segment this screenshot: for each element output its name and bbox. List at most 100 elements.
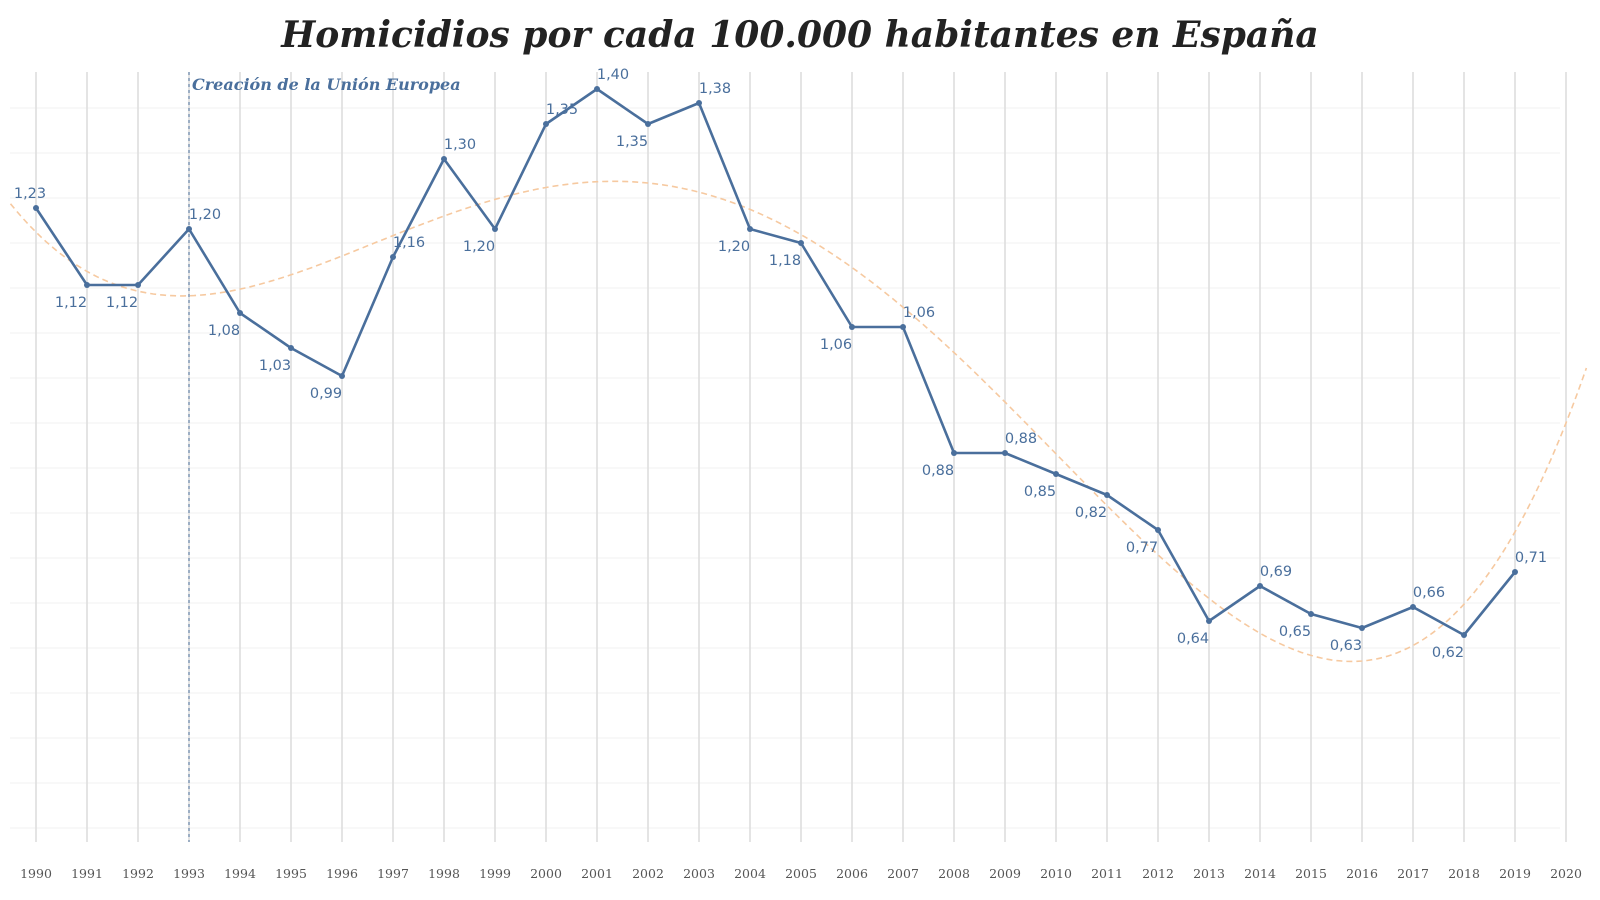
data-label: 1,12 <box>55 295 87 311</box>
x-tick-label: 2008 <box>938 866 970 881</box>
x-tick-label: 2011 <box>1091 866 1123 881</box>
data-point <box>594 86 600 92</box>
data-point <box>186 226 192 232</box>
data-label: 1,06 <box>820 337 852 353</box>
data-label: 1,18 <box>769 253 801 269</box>
data-label: 1,06 <box>903 305 935 321</box>
x-tick-label: 2009 <box>989 866 1021 881</box>
data-label: 1,38 <box>699 81 731 97</box>
x-tick-label: 2007 <box>887 866 919 881</box>
data-point <box>288 345 294 351</box>
data-label: 1,20 <box>718 239 750 255</box>
x-tick-label: 1993 <box>173 866 205 881</box>
x-tick-label: 1995 <box>275 866 307 881</box>
vertical-gridlines <box>35 72 1567 842</box>
x-tick-label: 1992 <box>122 866 154 881</box>
data-point <box>1206 618 1212 624</box>
data-label: 1,20 <box>463 239 495 255</box>
x-tick-label: 2017 <box>1397 866 1429 881</box>
data-label: 0,69 <box>1260 564 1292 580</box>
data-point <box>798 240 804 246</box>
data-point <box>1002 450 1008 456</box>
data-point <box>696 100 702 106</box>
data-point <box>390 254 396 260</box>
data-point <box>747 226 753 232</box>
x-tick-label: 2005 <box>785 866 817 881</box>
x-tick-label: 2006 <box>836 866 868 881</box>
data-label: 1,23 <box>14 186 46 202</box>
data-point <box>1359 625 1365 631</box>
data-point <box>492 226 498 232</box>
x-tick-label: 1996 <box>326 866 358 881</box>
data-point <box>951 450 957 456</box>
x-tick-labels: 1990 1991 1992 1993 1994 1995 1996 1997 1998 1999… <box>20 866 1582 881</box>
x-tick-label: 2019 <box>1499 866 1531 881</box>
annotation-group: Creación de la Unión Europea <box>188 72 461 842</box>
x-tick-label: 2015 <box>1295 866 1327 881</box>
x-tick-label: 1991 <box>71 866 103 881</box>
x-tick-label: 1994 <box>224 866 256 881</box>
data-point <box>645 121 651 127</box>
data-point <box>1155 527 1161 533</box>
trendline <box>9 180 1588 663</box>
x-tick-label: 2010 <box>1040 866 1072 881</box>
data-label: 1,20 <box>189 207 221 223</box>
x-tick-label: 2014 <box>1244 866 1276 881</box>
data-label: 1,30 <box>444 137 476 153</box>
x-tick-label: 1999 <box>479 866 511 881</box>
data-point <box>1308 611 1314 617</box>
data-label: 0,66 <box>1413 585 1445 601</box>
data-point <box>900 324 906 330</box>
data-label: 0,71 <box>1515 550 1547 566</box>
x-tick-label: 1998 <box>428 866 460 881</box>
x-tick-label: 2012 <box>1142 866 1174 881</box>
data-label: 1,16 <box>393 235 425 251</box>
series-group: 1,23 1,12 1,12 1,20 1,08 1,03 0,99 1,16 1,30 1,20… <box>14 67 1547 661</box>
data-label: 0,62 <box>1432 645 1464 661</box>
data-point <box>849 324 855 330</box>
data-label: 1,35 <box>616 134 648 150</box>
data-point <box>1512 569 1518 575</box>
data-point <box>84 282 90 288</box>
data-point <box>33 205 39 211</box>
data-label: 0,99 <box>310 386 342 402</box>
x-tick-label: 1997 <box>377 866 409 881</box>
x-tick-label: 2004 <box>734 866 766 881</box>
trendline-group <box>9 180 1588 663</box>
data-label: 0,65 <box>1279 624 1311 640</box>
x-tick-label: 2001 <box>581 866 613 881</box>
data-label: 0,82 <box>1075 505 1107 521</box>
data-point <box>1257 583 1263 589</box>
data-label: 0,64 <box>1177 631 1209 647</box>
data-label: 0,88 <box>1005 431 1037 447</box>
data-label: 1,12 <box>106 295 138 311</box>
data-label: 1,40 <box>597 67 629 83</box>
data-label: 1,08 <box>208 323 240 339</box>
data-label: 1,03 <box>259 358 291 374</box>
data-point <box>543 121 549 127</box>
data-point <box>1053 471 1059 477</box>
data-label: 0,88 <box>922 463 954 479</box>
data-label: 1,35 <box>546 102 578 118</box>
data-point <box>1410 604 1416 610</box>
x-tick-label: 2002 <box>632 866 664 881</box>
horizontal-gridlines <box>10 107 1560 829</box>
data-point <box>339 373 345 379</box>
data-point <box>1104 492 1110 498</box>
x-tick-label: 1990 <box>20 866 52 881</box>
x-tick-label: 2018 <box>1448 866 1480 881</box>
data-point <box>135 282 141 288</box>
x-tick-label: 2016 <box>1346 866 1378 881</box>
x-tick-label: 2000 <box>530 866 562 881</box>
series-line <box>34 87 1517 637</box>
x-tick-label: 2003 <box>683 866 715 881</box>
data-point <box>1461 632 1467 638</box>
x-tick-label: 2020 <box>1550 866 1582 881</box>
eu-creation-annotation: Creación de la Unión Europea <box>192 75 461 94</box>
data-label: 0,63 <box>1330 638 1362 654</box>
chart-title: Homicidios por cada 100.000 habitantes e… <box>281 14 1319 56</box>
data-label: 0,85 <box>1024 484 1056 500</box>
x-tick-label: 2013 <box>1193 866 1225 881</box>
data-point <box>237 310 243 316</box>
